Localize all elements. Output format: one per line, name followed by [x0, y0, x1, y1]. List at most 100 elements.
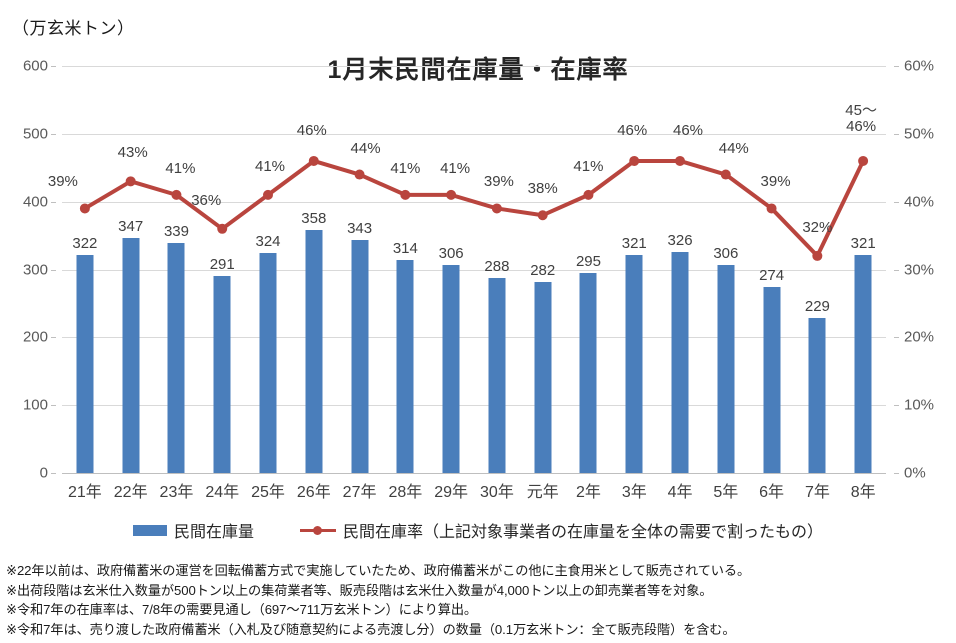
legend-item-bar: 民間在庫量 [132, 518, 254, 542]
line-value-label: 41% [573, 157, 604, 175]
legend-item-line: 民間在庫率（上記対象事業者の在庫量を全体の需要で割ったもの） [300, 518, 823, 542]
x-tick-label: 30年 [480, 484, 514, 501]
bar[interactable] [763, 287, 781, 473]
y-tick-label-left: 500 [22, 125, 48, 143]
bar[interactable] [76, 254, 94, 473]
bar[interactable] [488, 277, 506, 473]
axis-tick-mark [894, 405, 899, 407]
bar[interactable] [442, 265, 460, 473]
y-tick-label-right: 0% [904, 464, 926, 482]
line-value-label: 44% [718, 139, 749, 157]
line-value-label: 39% [47, 173, 78, 191]
gridline [62, 269, 886, 271]
bar[interactable] [396, 260, 414, 473]
line-value-label: 43% [117, 144, 148, 162]
y-tick-label-left: 300 [22, 261, 48, 278]
bar-column: 282 [520, 66, 566, 473]
unit-caption: （万玄米トン） [12, 19, 135, 38]
line-value-label: 36% [191, 191, 222, 209]
y-tick-label-left: 0 [39, 464, 48, 482]
bar[interactable] [122, 237, 140, 473]
bar[interactable] [579, 272, 597, 473]
line-series-labels: 39% 43% 41% 36% 41% 46% 44% 41% 41% 39% 38% 41% 46% 4… [48, 66, 886, 473]
gridline [62, 473, 886, 474]
gridline [62, 133, 886, 135]
axis-tick-mark [894, 473, 899, 474]
bar-column: 288 [474, 66, 520, 473]
bar[interactable] [625, 255, 643, 473]
footnote: ※出荷段階は玄米仕入数量が500トン以上の集荷業者等、販売段階は玄米仕入数量が4… [6, 582, 713, 598]
gridline [62, 66, 886, 67]
bar-value-label: 282 [530, 261, 556, 279]
bar[interactable] [854, 255, 872, 473]
line-value-label: 39% [483, 173, 514, 191]
axis-tick-mark [894, 337, 899, 339]
x-tick-label: 27年 [342, 484, 377, 501]
gridline [62, 337, 886, 339]
bar-value-label: 288 [484, 257, 510, 275]
axis-tick-mark [51, 473, 56, 474]
bar-value-label: 229 [804, 297, 830, 315]
x-tick-label: 22年 [113, 484, 148, 501]
x-tick-label: 29年 [434, 484, 469, 501]
x-tick-label: 7年 [804, 484, 830, 501]
y-tick-label-left: 400 [22, 193, 48, 211]
footnotes: ※22年以前は、政府備蓄米の運営を回転備蓄方式で実施していたため、政府備蓄米がこ… [6, 561, 956, 639]
line-value-label: 38% [527, 180, 558, 198]
y-tick-label-left: 600 [22, 57, 48, 75]
y-tick-label-right: 60% [904, 57, 935, 75]
bar[interactable] [717, 265, 735, 473]
x-tick-label: 26年 [296, 484, 331, 501]
line-value-label: 41% [254, 157, 286, 175]
bar[interactable] [167, 243, 185, 473]
legend-line-swatch-icon [300, 524, 336, 536]
footnote: ※令和7年の在庫率は、7/8年の需要見通し（697～711万玄米トン）により算出… [6, 602, 478, 617]
line-value-label: 41% [165, 159, 196, 177]
y-tick-label-right: 20% [904, 328, 935, 346]
x-tick-label: 5年 [713, 484, 739, 501]
axis-tick-mark [51, 405, 56, 407]
bar[interactable] [259, 253, 277, 473]
y-tick-label-right: 50% [904, 125, 935, 143]
x-axis-labels: 21年 22年 23年 24年 25年 26年 27年 28年 29年 30年 元年 2年 3年 4年 5年… [62, 478, 886, 506]
x-tick-label: 6年 [759, 484, 785, 501]
gridline [62, 405, 886, 407]
bar[interactable] [351, 240, 369, 473]
x-tick-label: 元年 [526, 484, 559, 501]
x-tick-label: 23年 [159, 484, 194, 501]
x-tick-label: 8年 [850, 484, 876, 501]
bar[interactable] [671, 251, 689, 473]
chart-title: 1月末民間在庫量・在庫率 [327, 56, 629, 84]
axis-tick-mark [894, 66, 899, 67]
bar[interactable] [305, 230, 323, 473]
y-tick-label-left: 100 [22, 396, 48, 414]
legend-line-label: 民間在庫率（上記対象事業者の在庫量を全体の需要で割ったもの） [343, 524, 824, 541]
y-tick-label-left: 200 [22, 328, 48, 346]
x-tick-label: 28年 [388, 484, 423, 501]
line-value-label: 39% [760, 173, 791, 191]
legend-bar-swatch-icon [132, 524, 167, 536]
axis-tick-mark [894, 133, 899, 135]
line-value-label: 46% [296, 121, 327, 139]
x-tick-label: 21年 [67, 484, 102, 501]
bar[interactable] [213, 275, 231, 473]
chart-legend: 民間在庫量 民間在庫率（上記対象事業者の在庫量を全体の需要で割ったもの） [0, 518, 956, 542]
line-value-label: 44% [350, 139, 381, 157]
legend-bar-label: 民間在庫量 [173, 524, 254, 541]
y-tick-label-right: 10% [904, 396, 935, 414]
axis-tick-mark [51, 269, 56, 271]
axis-tick-mark [894, 269, 899, 271]
line-value-label: 41% [440, 159, 471, 177]
bar[interactable] [808, 317, 826, 473]
footnote: ※22年以前は、政府備蓄米の運営を回転備蓄方式で実施していたため、政府備蓄米がこ… [6, 563, 751, 578]
bar[interactable] [534, 281, 552, 473]
line-value-label: 32% [802, 218, 833, 236]
y-tick-label-right: 30% [904, 261, 935, 278]
bar-column: 291 [199, 66, 245, 473]
axis-tick-mark [51, 337, 56, 339]
footnote: ※令和7年は、売り渡した政府備蓄米（入札及び随意契約による売渡し分）の数量（0.… [6, 621, 736, 637]
bar-value-label: 274 [759, 267, 785, 285]
x-tick-label: 25年 [251, 484, 285, 501]
line-value-label: 45～ 46% [845, 101, 877, 135]
